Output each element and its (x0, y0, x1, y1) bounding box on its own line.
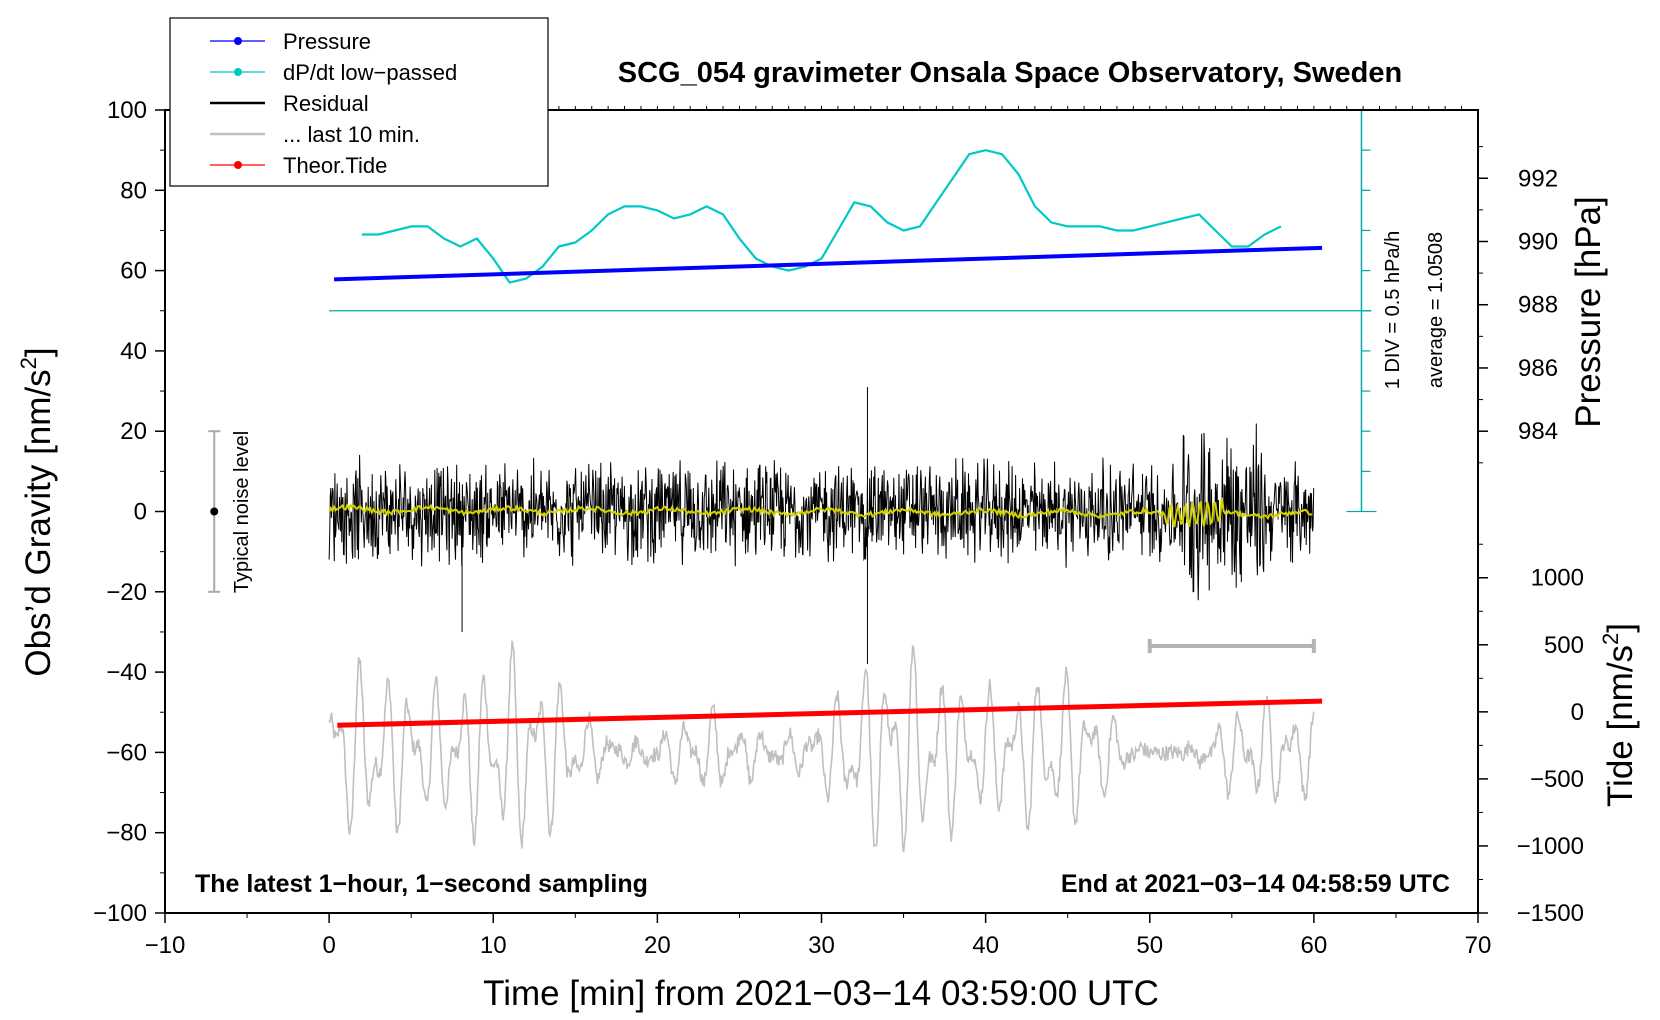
pressure-scale-div-label: 1 DIV = 0.5 hPa/h (1382, 231, 1404, 389)
y-tick-label: 20 (120, 418, 147, 445)
noise-level-dot (210, 507, 219, 516)
legend-label: Pressure (283, 29, 371, 54)
y-axis-label-left: Obs’d Gravity [nm/s2] (16, 347, 58, 676)
y-axis-label-pressure: Pressure [hPa] (1569, 196, 1608, 428)
y-tick-label: 40 (120, 338, 147, 365)
chart-title: SCG_054 gravimeter Onsala Space Observat… (618, 57, 1402, 89)
annotation-latest-hour: The latest 1−hour, 1−second sampling (195, 870, 648, 898)
pressure-scale-average-label: average = 1.0508 (1425, 232, 1447, 388)
y-tick-label: −20 (106, 579, 147, 606)
legend-marker (234, 37, 242, 45)
y-tick-label: −60 (106, 739, 147, 766)
noise-level-label: Typical noise level (231, 431, 253, 593)
tide-tick-label: −1000 (1517, 833, 1584, 860)
y-axis-label-tide: Tide [nm/s2] (1598, 623, 1640, 807)
pressure-tick-label: 990 (1518, 228, 1558, 255)
annotation-end-time: End at 2021−03−14 04:58:59 UTC (1061, 870, 1450, 898)
tide-tick-label: −500 (1530, 766, 1584, 793)
legend-label: ... last 10 min. (283, 122, 420, 147)
x-tick-label: −10 (145, 932, 186, 959)
x-tick-label: 0 (322, 932, 335, 959)
x-tick-label: 60 (1301, 932, 1328, 959)
y-tick-label: −40 (106, 659, 147, 686)
y-tick-label: −100 (93, 900, 147, 927)
legend-marker (234, 68, 242, 76)
x-tick-label: 40 (972, 932, 999, 959)
series-pressure (333, 245, 1323, 282)
y-tick-label: 0 (134, 499, 147, 526)
x-tick-label: 50 (1136, 932, 1163, 959)
series-dpdt-low-passed (361, 149, 1282, 284)
tide-tick-label: 1000 (1531, 565, 1584, 592)
pressure-tick-label: 988 (1518, 292, 1558, 319)
pressure-tick-label: 984 (1518, 418, 1558, 445)
pressure-tick-label: 986 (1518, 355, 1558, 382)
x-tick-label: 30 (808, 932, 835, 959)
tide-tick-label: 500 (1544, 632, 1584, 659)
legend-label: dP/dt low−passed (283, 60, 457, 85)
x-tick-label: 10 (480, 932, 507, 959)
legend-label: Theor.Tide (283, 153, 387, 178)
y-tick-label: 60 (120, 258, 147, 285)
legend-label: Residual (283, 91, 369, 116)
series-theor-tide (337, 698, 1323, 728)
legend-marker (234, 161, 242, 169)
x-tick-label: 20 (644, 932, 671, 959)
x-axis-label: Time [min] from 2021−03−14 03:59:00 UTC (483, 974, 1159, 1013)
tide-tick-label: −1500 (1517, 900, 1584, 927)
y-tick-label: 100 (107, 97, 147, 124)
y-tick-label: −80 (106, 820, 147, 847)
tide-tick-label: 0 (1571, 699, 1584, 726)
series-residual-smoothed (328, 497, 1313, 528)
series-last-10-min (328, 640, 1315, 853)
y-tick-label: 80 (120, 177, 147, 204)
x-tick-label: 70 (1465, 932, 1492, 959)
pressure-tick-label: 992 (1518, 165, 1558, 192)
